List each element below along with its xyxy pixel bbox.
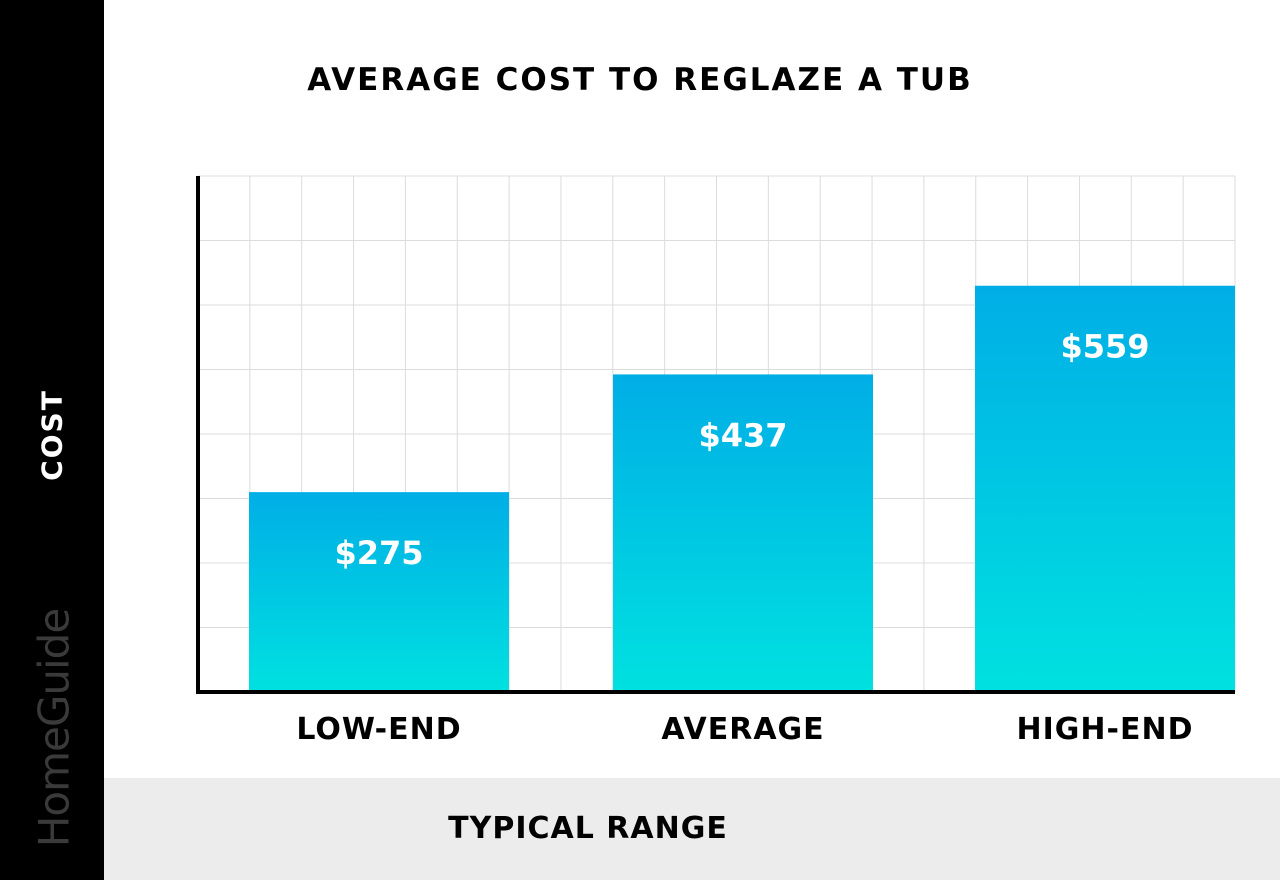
left-band: COST HomeGuide (0, 0, 104, 880)
bar-high-end (975, 285, 1235, 692)
value-labels: $275 $437 $559 (334, 328, 1149, 572)
bars (249, 285, 1235, 692)
axes (196, 176, 1235, 694)
bar-value-label: $275 (334, 534, 423, 572)
footer-band: TYPICAL RANGE (104, 778, 1280, 880)
bar-low-end (249, 492, 509, 692)
chart-title: AVERAGE COST TO REGLAZE A TUB (307, 62, 973, 98)
category-label: AVERAGE (661, 712, 825, 747)
x-axis-label: TYPICAL RANGE (448, 811, 728, 846)
category-label: HIGH-END (1016, 712, 1194, 747)
category-label: LOW-END (296, 712, 462, 747)
bar-value-label: $559 (1060, 328, 1149, 366)
bar-average (613, 374, 873, 692)
bar-value-label: $437 (698, 416, 787, 454)
